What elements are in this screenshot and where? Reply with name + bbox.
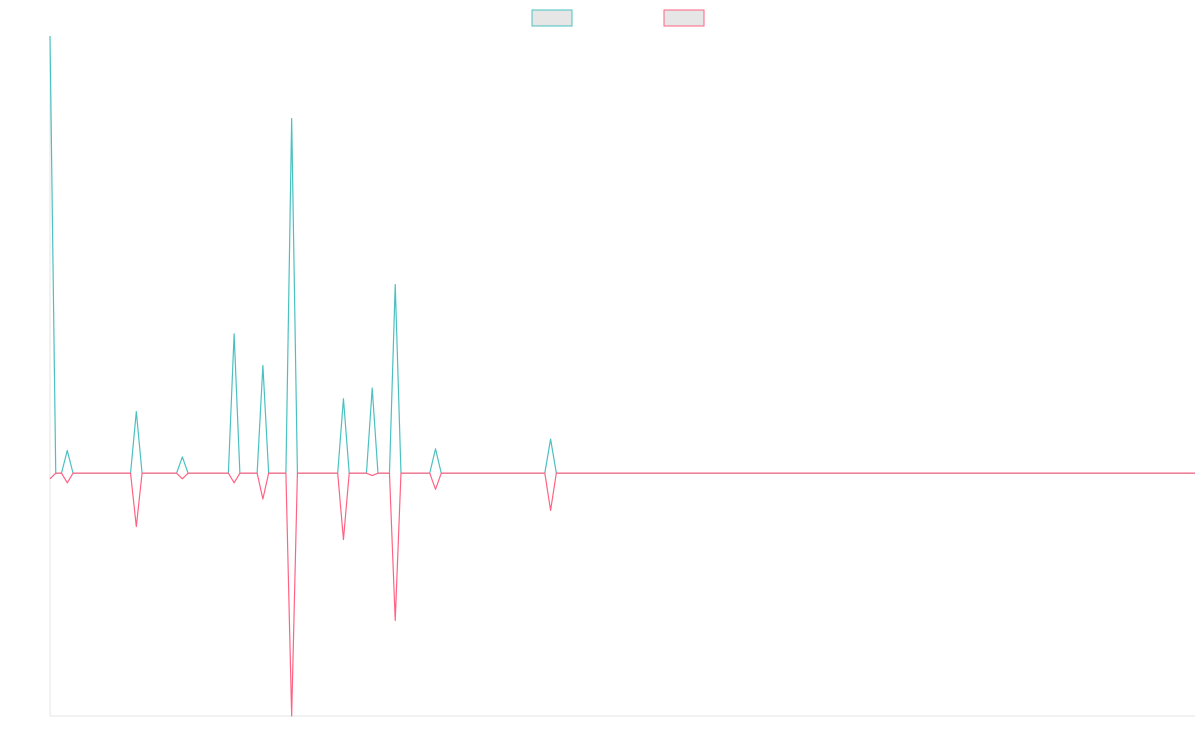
- axes: [49, 36, 1195, 717]
- series-line-2[interactable]: [49, 472, 1195, 717]
- legend-swatch-1[interactable]: [531, 9, 573, 27]
- legend-item-2[interactable]: [663, 9, 705, 27]
- legend-item-1[interactable]: [531, 9, 573, 27]
- series-layer: [49, 35, 1195, 717]
- legend[interactable]: [531, 9, 705, 27]
- series-line-1[interactable]: [49, 35, 1195, 474]
- legend-swatch-2[interactable]: [663, 9, 705, 27]
